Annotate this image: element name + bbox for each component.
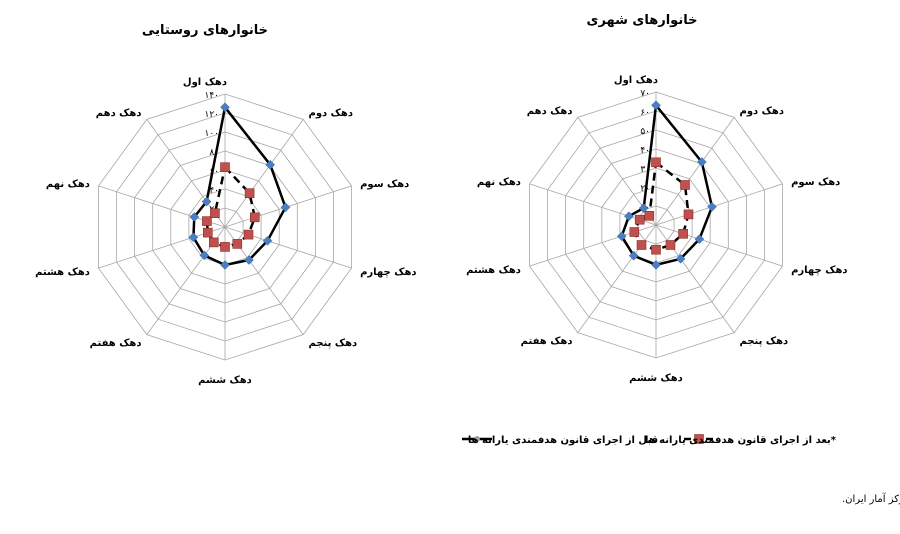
- data-point: [680, 180, 690, 190]
- data-point: [638, 203, 649, 213]
- category-label: دهک سوم: [360, 179, 409, 190]
- series-before-rural: [188, 102, 291, 270]
- category-label: دهک نهم: [46, 179, 90, 190]
- data-point: [201, 196, 212, 207]
- data-point: [220, 260, 230, 270]
- data-point: [616, 231, 627, 242]
- category-label: دهک پنجم: [740, 336, 789, 347]
- tick-label: ۳۰: [640, 165, 650, 175]
- tick-label: ۴۰: [209, 186, 219, 196]
- chart-title-rural: خانوارهای روستایی: [142, 23, 268, 38]
- category-label: دهک ششم: [629, 373, 683, 384]
- category-label: دهک چهارم: [360, 267, 416, 278]
- data-point: [683, 209, 694, 220]
- legend-after-marker: [694, 434, 704, 444]
- category-label: دهک دهم: [527, 106, 573, 117]
- tick-label: ۸۰: [209, 148, 219, 158]
- data-point: [250, 212, 260, 223]
- data-point: [232, 239, 243, 249]
- grid-spoke: [655, 224, 783, 267]
- tick-label: ۱۲۰: [204, 110, 219, 120]
- grid-rural: [98, 93, 352, 361]
- category-label: دهک اول: [183, 77, 227, 88]
- data-point: [644, 211, 655, 221]
- grid-urban: [529, 91, 783, 359]
- grid-spoke: [655, 117, 735, 226]
- category-label: دهک اول: [614, 75, 658, 86]
- category-label: دهک پنجم: [309, 338, 358, 349]
- data-point: [244, 255, 254, 265]
- data-point: [220, 102, 230, 113]
- chart-title-urban: خانوارهای شهری: [587, 13, 698, 28]
- data-point: [265, 159, 276, 170]
- data-point: [629, 227, 640, 237]
- data-point: [244, 188, 255, 198]
- tick-label: ۶۰: [209, 167, 219, 177]
- grid-spoke: [224, 119, 304, 228]
- radar-chart-rural: خانوارهای روستایی ۲۰۴۰۶۰۸۰۱۰۰۱۲۰۱۴۰دهک ا…: [35, 23, 416, 386]
- data-point: [624, 211, 634, 222]
- data-point: [665, 240, 676, 250]
- category-label: دهک دوم: [740, 106, 784, 117]
- category-label: دهک هشتم: [35, 267, 90, 278]
- data-point: [651, 100, 661, 111]
- data-point: [220, 242, 230, 252]
- series-before-urban: [616, 100, 717, 270]
- category-label: دهک چهارم: [791, 265, 847, 276]
- category-label: دهک دهم: [96, 108, 142, 119]
- data-point: [694, 234, 705, 244]
- data-point: [188, 232, 199, 243]
- category-label: دهک ششم: [198, 375, 252, 386]
- tick-label: ۱۴۰: [204, 91, 219, 101]
- category-label: دهک سوم: [791, 177, 840, 188]
- data-point: [210, 208, 220, 218]
- source-note: مأخذ: آمار هزینه درآمد خانوار، سال‌های ۱…: [842, 491, 900, 505]
- grid-spoke: [655, 183, 783, 226]
- radar-chart-urban: خانوارهای شهری ۱۰۲۰۳۰۴۰۵۰۶۰۷۰دهک اولدهک …: [466, 13, 847, 384]
- data-point: [209, 237, 219, 248]
- data-point: [243, 229, 254, 240]
- data-point: [220, 162, 230, 172]
- data-point: [628, 250, 639, 261]
- data-point: [634, 214, 645, 225]
- legend-before-marker: [474, 436, 480, 442]
- data-point: [262, 235, 273, 246]
- tick-label: ۷۰: [640, 89, 650, 99]
- category-label: دهک هشتم: [466, 265, 521, 276]
- tick-label: ۶۰: [640, 108, 650, 118]
- data-point: [678, 229, 688, 239]
- data-point: [280, 202, 291, 213]
- tick-label: ۴۰: [640, 146, 650, 156]
- data-point: [651, 157, 661, 168]
- category-label: دهک هفتم: [90, 338, 142, 349]
- data-point: [651, 244, 661, 255]
- data-point: [707, 201, 717, 212]
- series-after-rural: [202, 162, 260, 252]
- category-label: دهک هفتم: [521, 336, 573, 347]
- data-point: [189, 212, 200, 222]
- data-point: [675, 253, 686, 264]
- tick-label: ۱۰۰: [204, 129, 219, 139]
- data-point: [651, 260, 661, 270]
- legend: بعد از اجرای قانون هدفمندی یارانه ها* قب…: [462, 434, 837, 446]
- legend-before-label: قبل از اجرای قانون هدفمندی یارانه ها: [468, 435, 658, 446]
- data-point: [199, 250, 210, 261]
- legend-after-label: بعد از اجرای قانون هدفمندی یارانه ها*: [645, 435, 837, 446]
- category-label: دهک نهم: [477, 177, 521, 188]
- series-after-urban: [629, 157, 694, 255]
- tick-label: ۵۰: [640, 127, 650, 137]
- data-point: [202, 216, 212, 226]
- data-point: [696, 157, 707, 167]
- category-label: دهک دوم: [309, 108, 353, 119]
- data-point: [636, 240, 647, 250]
- data-point: [203, 227, 213, 238]
